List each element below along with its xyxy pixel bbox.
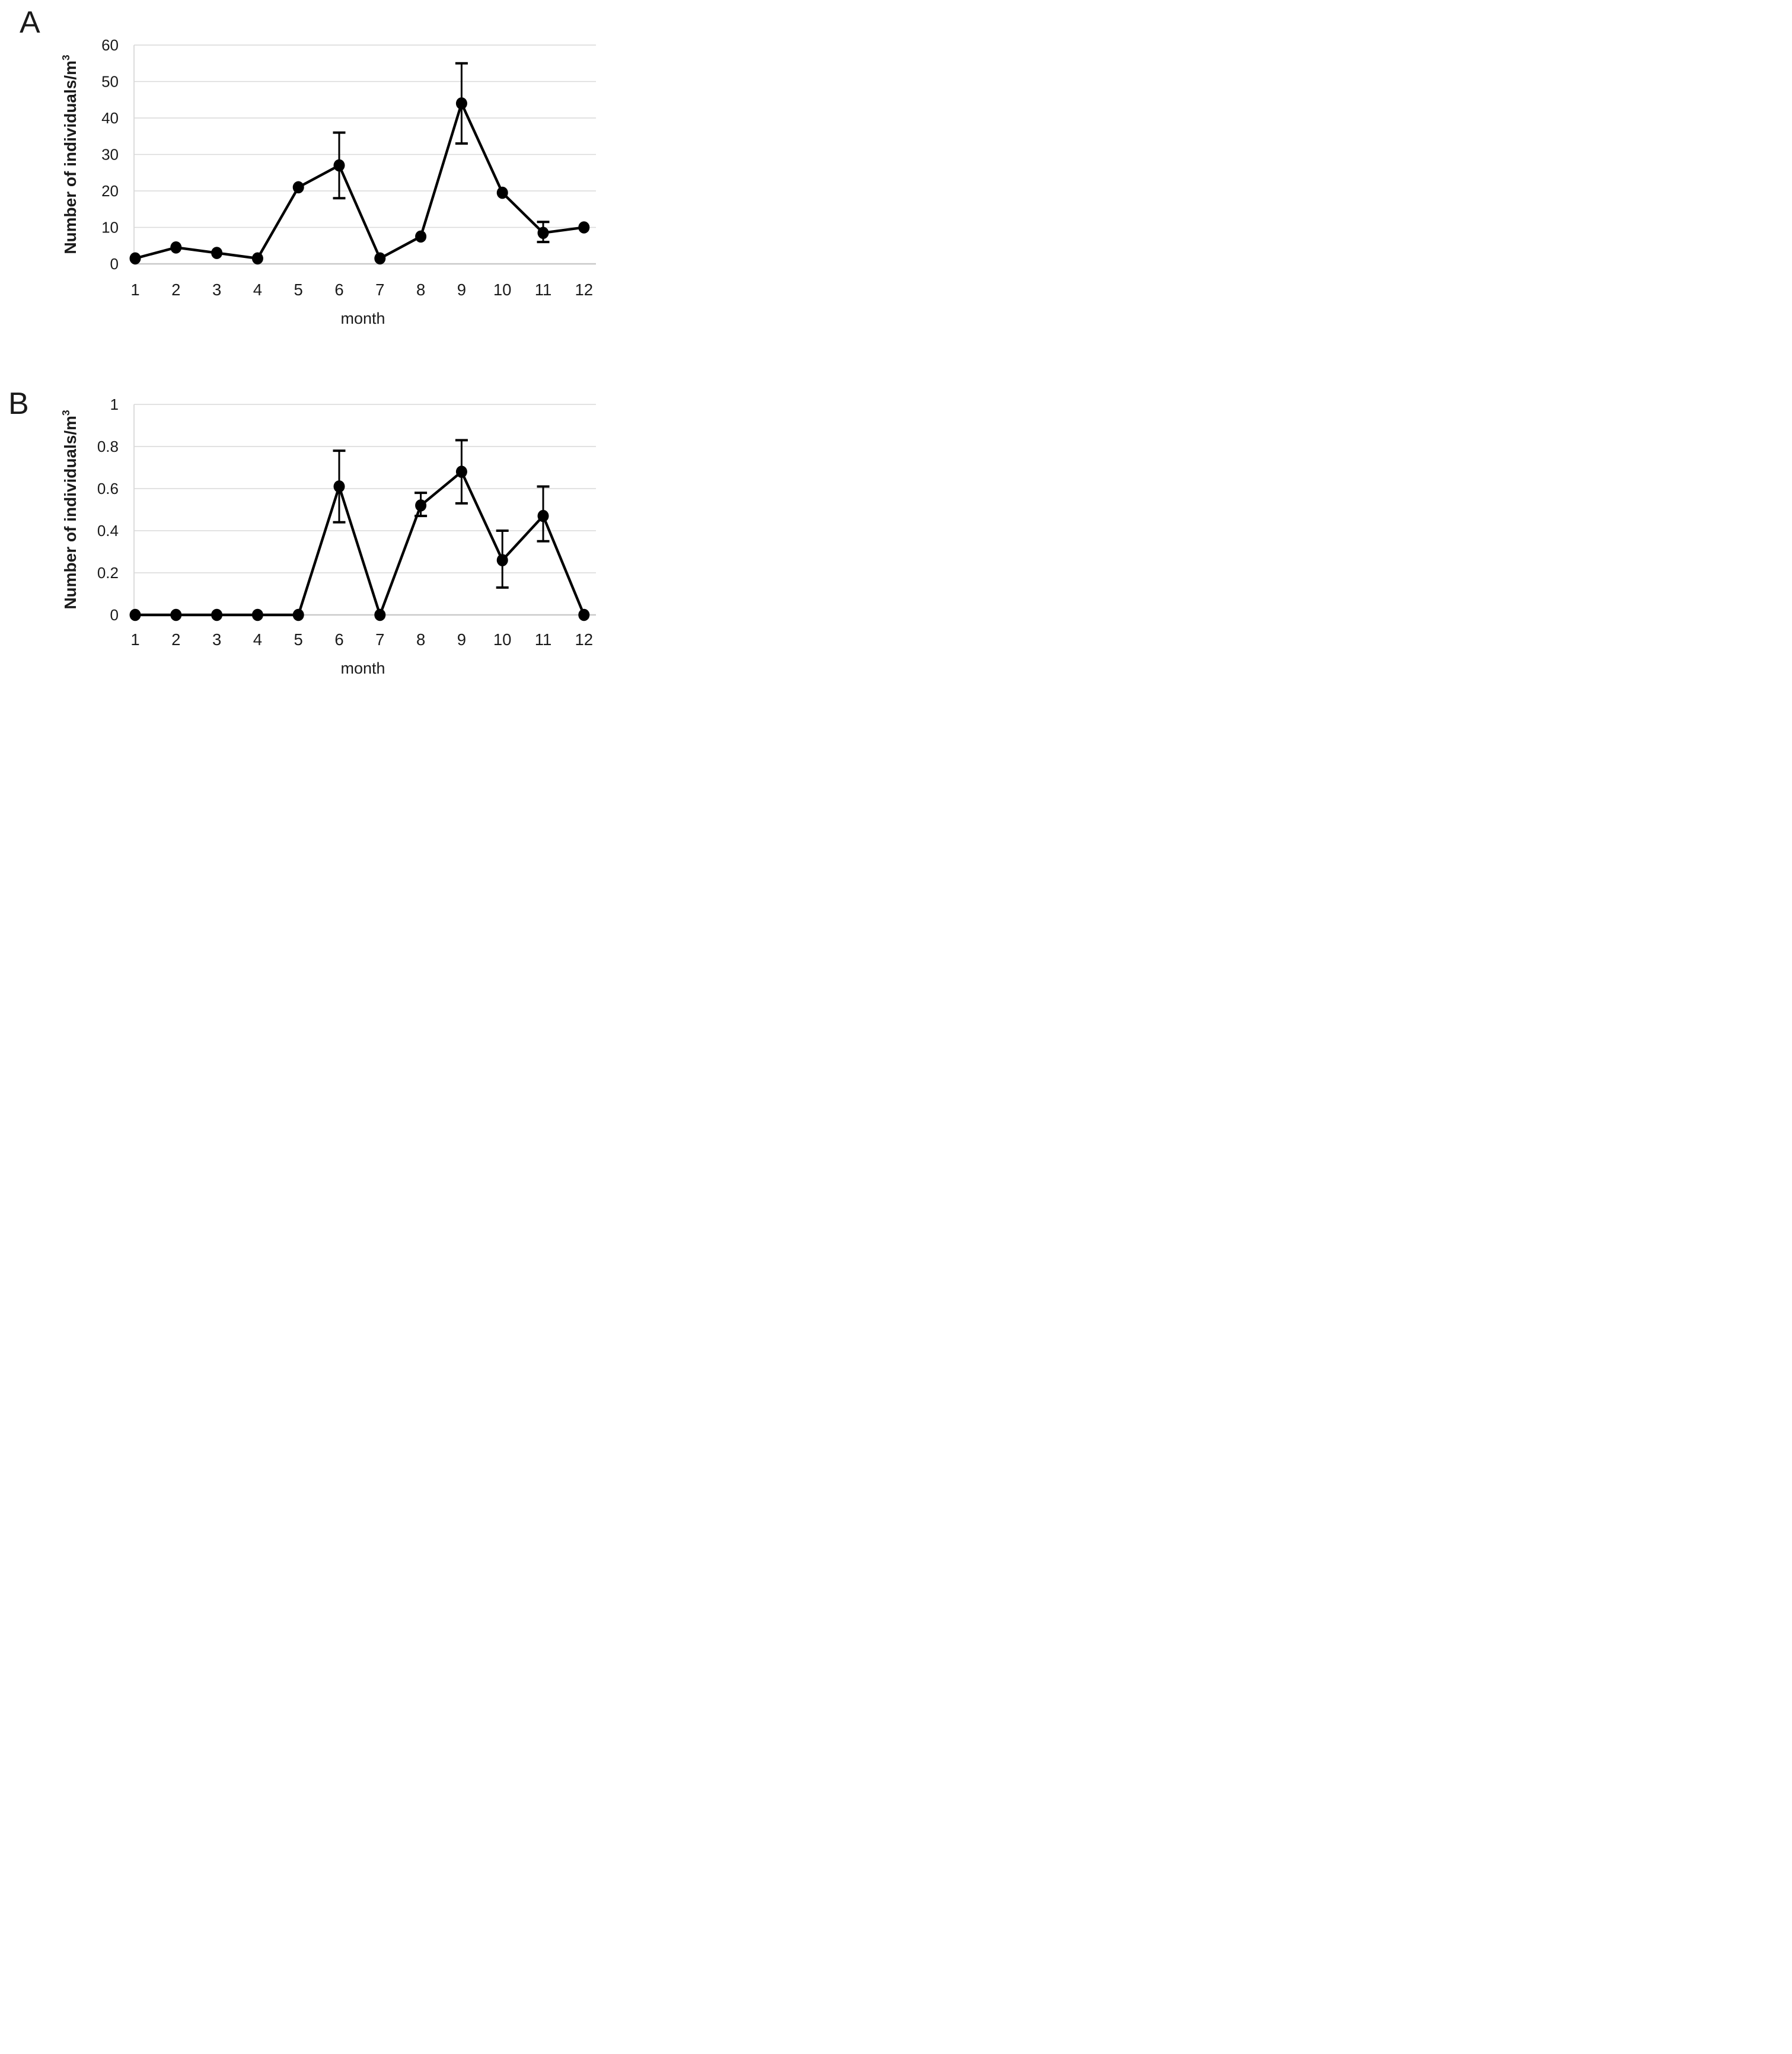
x-tick-label: 8 bbox=[416, 630, 425, 649]
x-tick-label: 1 bbox=[130, 280, 139, 299]
data-point bbox=[333, 159, 345, 172]
x-tick-label: 9 bbox=[457, 280, 466, 299]
x-tick-label: 2 bbox=[171, 280, 180, 299]
x-tick-label: 4 bbox=[253, 630, 262, 649]
data-point bbox=[170, 608, 182, 621]
y-tick-label: 30 bbox=[101, 146, 119, 164]
y-axis-title: Number of individuals/m3 bbox=[60, 55, 79, 254]
data-points bbox=[129, 97, 590, 265]
data-point bbox=[578, 221, 590, 234]
data-point bbox=[292, 608, 304, 621]
panel-a-label: A bbox=[20, 5, 40, 40]
y-tick-label: 0 bbox=[110, 606, 119, 624]
y-tick-label: 1 bbox=[110, 396, 119, 413]
y-tick-labels: 0 0.2 0.4 0.6 0.8 1 bbox=[97, 396, 119, 624]
y-tick-label: 0.4 bbox=[97, 522, 119, 540]
x-tick-label: 10 bbox=[493, 630, 512, 649]
x-tick-label: 7 bbox=[375, 630, 384, 649]
x-tick-label: 6 bbox=[334, 280, 343, 299]
x-tick-label: 7 bbox=[375, 280, 384, 299]
gridlines bbox=[134, 404, 596, 616]
y-tick-label: 0.8 bbox=[97, 438, 119, 455]
panel-b: B 0 0.2 0.4 0.6 0.8 1 1 2 3 4 5 6 7 8 9 10 11 12 month Numb… bbox=[0, 366, 597, 685]
x-tick-label: 2 bbox=[171, 630, 180, 649]
data-point bbox=[455, 97, 467, 110]
series-line bbox=[133, 470, 585, 617]
figure: A 0 10 20 30 40 50 60 1 2 3 4 5 6 7 8 9 10 11 12 month Numbe… bbox=[0, 0, 597, 685]
x-tick-label: 10 bbox=[493, 280, 512, 299]
error-bars bbox=[333, 62, 550, 244]
y-tick-label: 10 bbox=[101, 219, 119, 237]
x-tick-label: 11 bbox=[535, 630, 552, 649]
gridlines bbox=[134, 44, 596, 265]
data-point bbox=[415, 499, 427, 512]
data-point bbox=[415, 230, 427, 243]
data-point bbox=[537, 509, 549, 522]
x-axis-title: month bbox=[340, 659, 385, 677]
data-point bbox=[374, 252, 386, 265]
y-tick-label: 0.2 bbox=[97, 564, 119, 582]
x-tick-label: 9 bbox=[457, 630, 466, 649]
data-point bbox=[129, 608, 141, 621]
x-tick-labels: 1 2 3 4 5 6 7 8 9 10 11 12 bbox=[130, 280, 593, 299]
x-tick-label: 4 bbox=[253, 280, 262, 299]
data-point bbox=[537, 227, 549, 240]
y-tick-labels: 0 10 20 30 40 50 60 bbox=[101, 36, 119, 273]
data-point bbox=[251, 252, 263, 265]
x-tick-label: 11 bbox=[535, 280, 552, 299]
y-tick-label: 40 bbox=[101, 109, 119, 127]
x-tick-labels: 1 2 3 4 5 6 7 8 9 10 11 12 bbox=[130, 630, 593, 649]
x-tick-label: 5 bbox=[294, 630, 303, 649]
x-tick-label: 8 bbox=[416, 280, 425, 299]
data-point bbox=[251, 608, 263, 621]
data-point bbox=[170, 241, 182, 254]
x-tick-label: 5 bbox=[294, 280, 303, 299]
y-tick-label: 0 bbox=[110, 255, 119, 273]
y-tick-label: 0.6 bbox=[97, 480, 119, 497]
x-tick-label: 1 bbox=[130, 630, 139, 649]
series-line bbox=[133, 102, 585, 260]
y-axis-title: Number of individuals/m3 bbox=[60, 410, 79, 610]
y-tick-label: 60 bbox=[101, 36, 119, 54]
x-tick-label: 12 bbox=[575, 280, 594, 299]
data-points bbox=[129, 465, 590, 621]
data-point bbox=[333, 480, 345, 493]
panel-b-chart: 00.20.40.60.811 2 3 4 5 6 7 8 9 10 11 12monthNumber… bbox=[60, 396, 596, 677]
x-tick-label: 3 bbox=[212, 280, 221, 299]
y-tick-label: 20 bbox=[101, 182, 119, 200]
panel-a: A 0 10 20 30 40 50 60 1 2 3 4 5 6 7 8 9 10 11 12 month Numbe… bbox=[0, 0, 597, 335]
data-point bbox=[129, 252, 141, 265]
y-tick-label: 50 bbox=[101, 73, 119, 91]
data-point bbox=[211, 247, 223, 259]
panel-b-label: B bbox=[8, 387, 29, 421]
x-axis-title: month bbox=[340, 310, 385, 327]
data-point bbox=[292, 181, 304, 194]
x-tick-label: 6 bbox=[334, 630, 343, 649]
x-tick-label: 3 bbox=[212, 630, 221, 649]
data-point bbox=[455, 465, 467, 478]
data-point bbox=[496, 186, 508, 199]
data-point bbox=[496, 554, 508, 566]
data-point bbox=[578, 608, 590, 621]
x-tick-label: 12 bbox=[575, 630, 594, 649]
data-point bbox=[374, 608, 386, 621]
data-point bbox=[211, 608, 223, 621]
